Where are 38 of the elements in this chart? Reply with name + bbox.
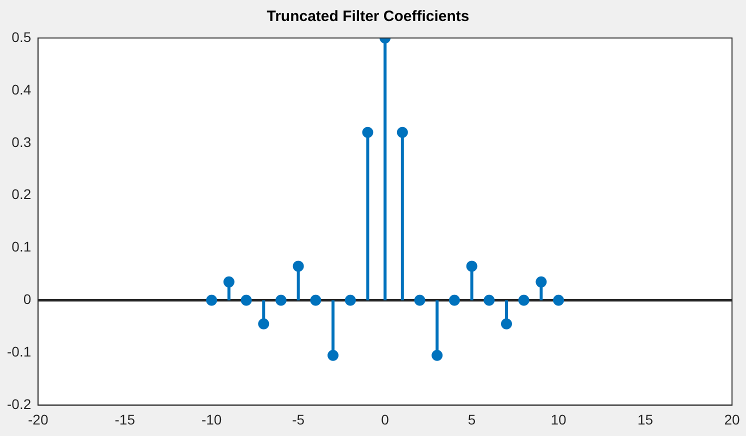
point xyxy=(536,276,547,288)
point xyxy=(258,318,270,330)
point xyxy=(275,294,286,306)
chart-title: Truncated Filter Coefficients xyxy=(266,8,470,26)
y-tick-label: 0.5 xyxy=(12,28,32,45)
point xyxy=(328,350,339,361)
x-tick-label: 15 xyxy=(637,411,654,428)
y-tick-label: 0.3 xyxy=(12,134,32,150)
x-tick-label: -5 xyxy=(292,411,305,428)
y-tick-label: -0.1 xyxy=(7,344,32,360)
point xyxy=(466,260,478,272)
y-tick-label: 0.1 xyxy=(12,238,32,255)
point xyxy=(344,294,356,306)
point xyxy=(396,126,408,138)
x-tick-label: 0 xyxy=(381,411,390,428)
point xyxy=(518,294,530,306)
point xyxy=(223,276,234,288)
y-tick-label: -0.2 xyxy=(7,396,32,412)
point xyxy=(448,294,460,306)
point xyxy=(432,350,443,361)
x-tick-label: 20 xyxy=(724,411,740,428)
point xyxy=(553,294,564,306)
point xyxy=(310,294,322,306)
x-tick-label: 5 xyxy=(468,411,476,428)
point xyxy=(292,260,304,272)
point xyxy=(206,294,218,306)
point xyxy=(414,294,426,306)
point xyxy=(484,294,495,306)
point xyxy=(362,126,374,138)
point xyxy=(500,318,512,330)
x-tick-label: -15 xyxy=(114,411,136,428)
y-tick-label: 0 xyxy=(23,291,32,308)
y-tick-label: 0.4 xyxy=(12,81,32,98)
y-tick-label: 0.2 xyxy=(12,186,32,202)
point xyxy=(240,294,252,306)
x-tick-label: 10 xyxy=(550,411,567,428)
x-tick-label: -10 xyxy=(201,411,222,428)
x-tick-label: -20 xyxy=(28,411,48,428)
